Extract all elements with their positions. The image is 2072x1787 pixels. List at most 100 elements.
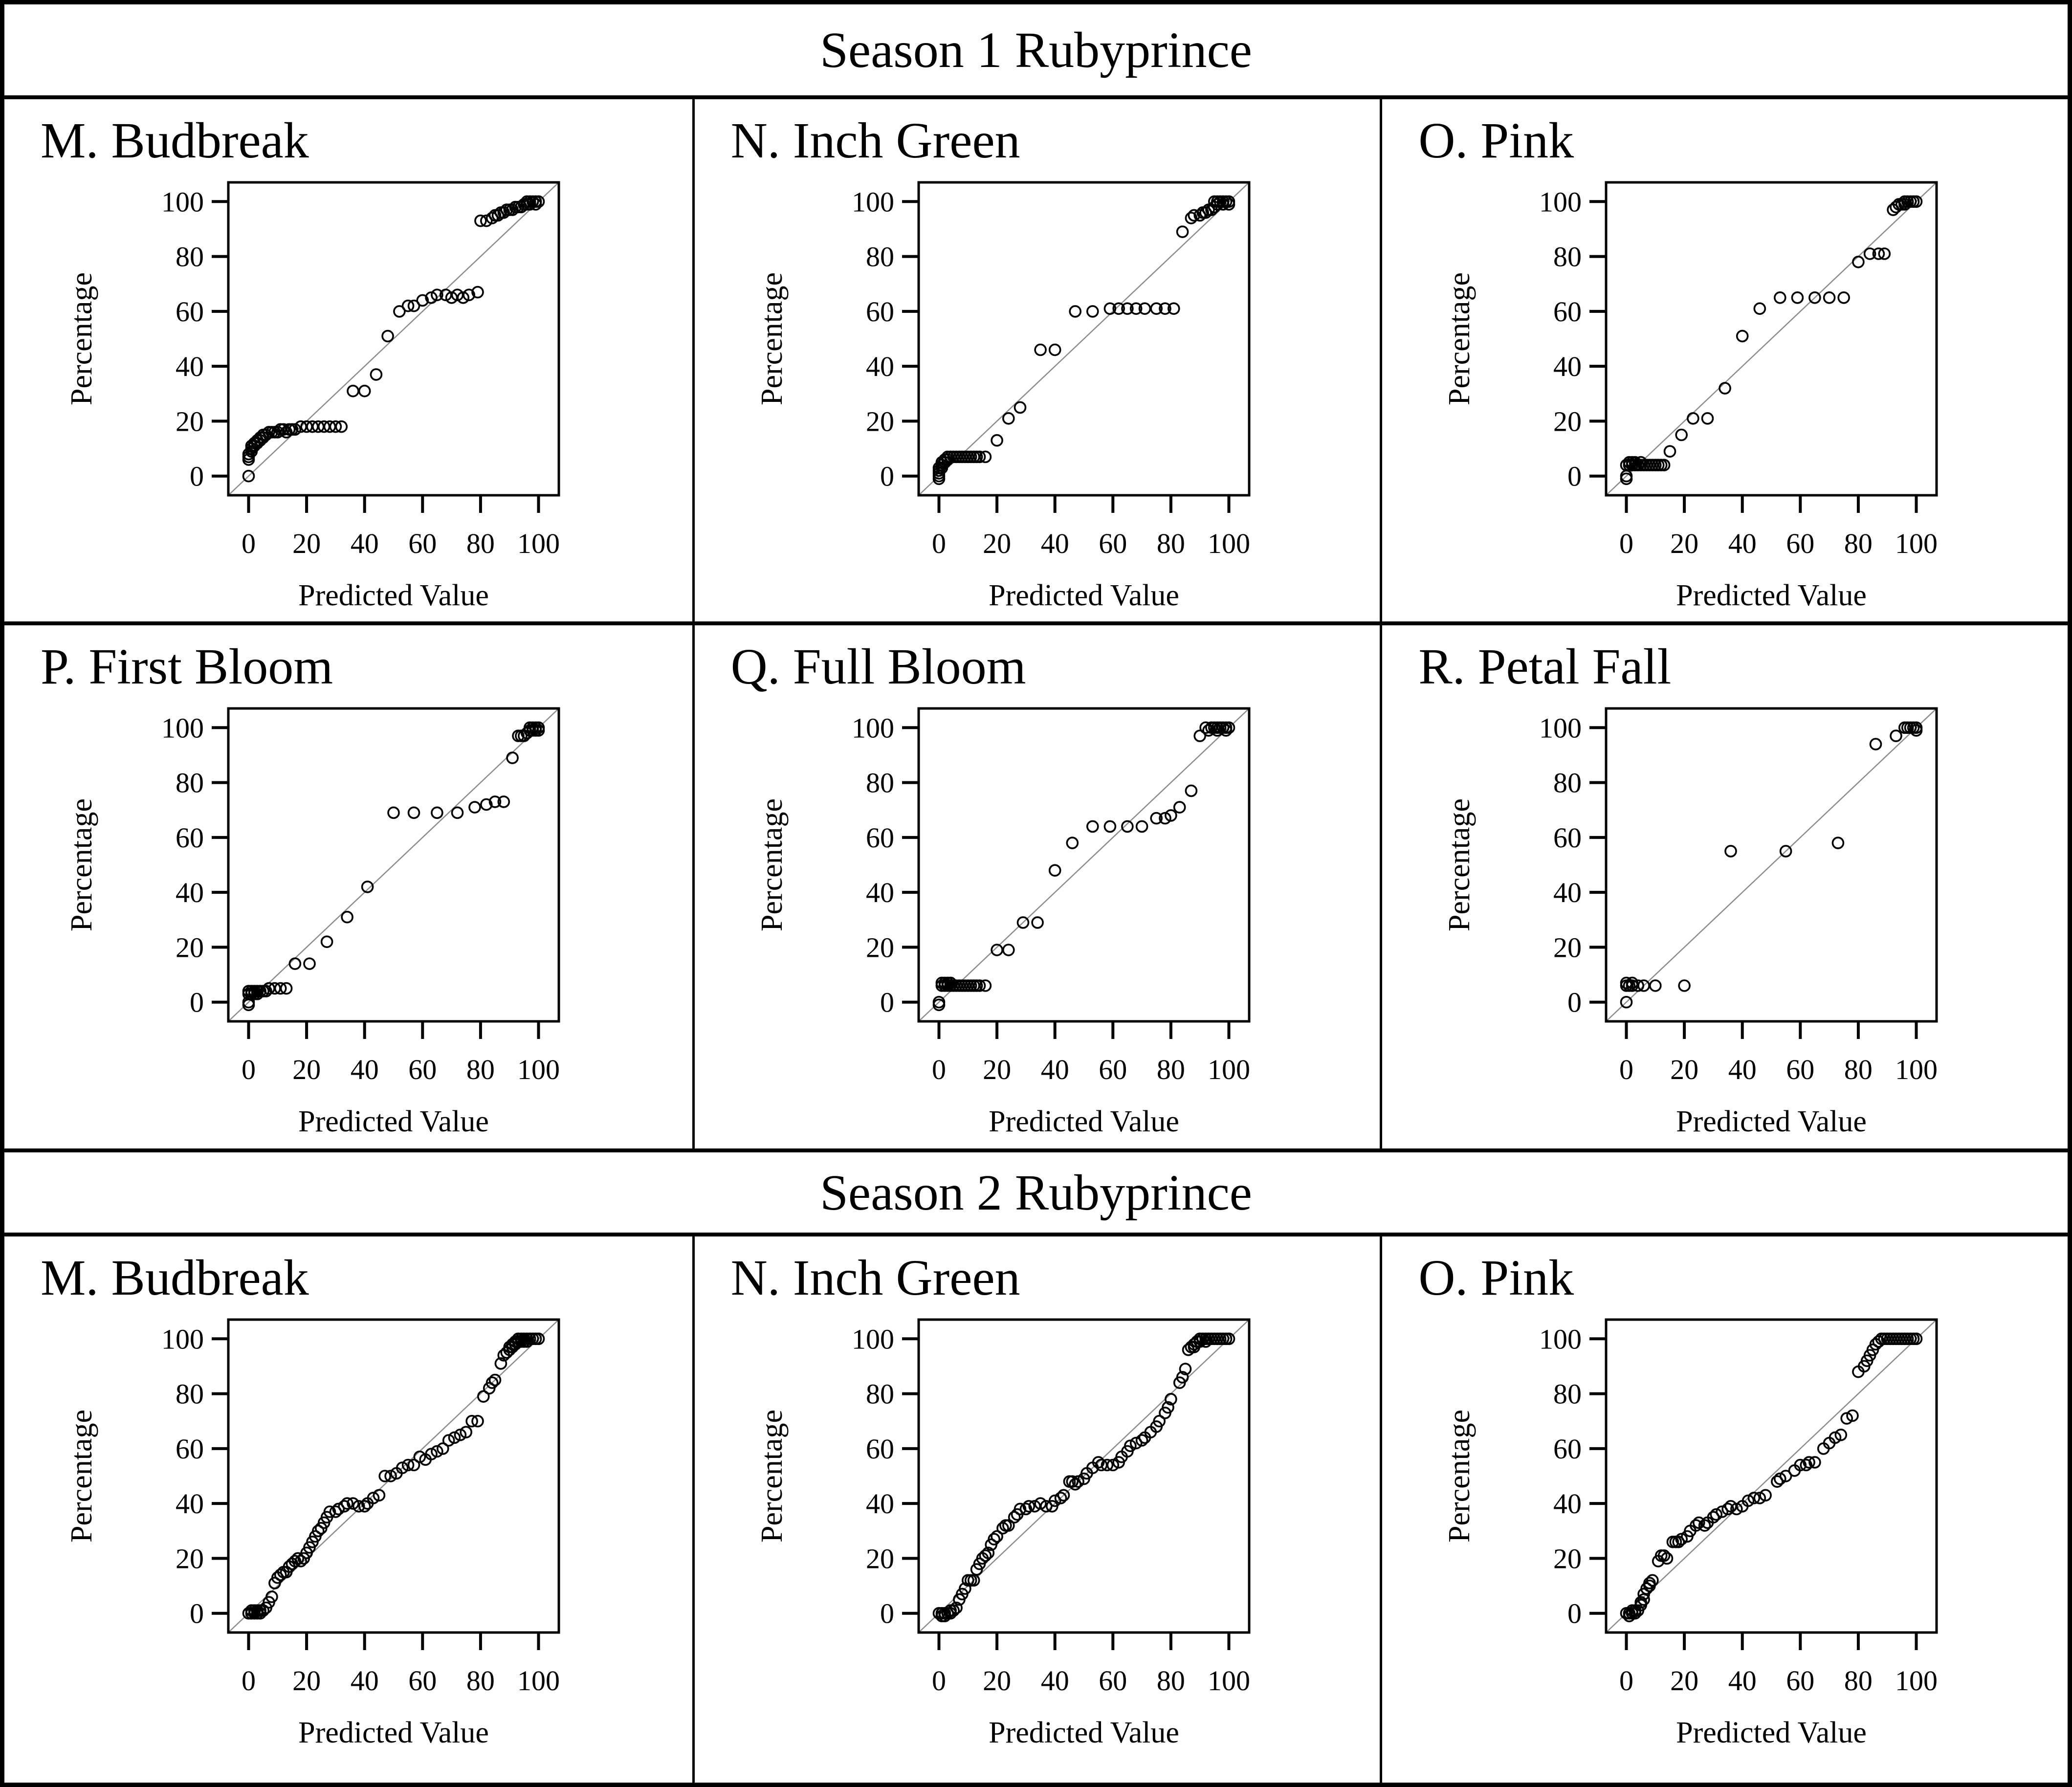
data-point [384, 1470, 397, 1483]
data-point [407, 806, 420, 819]
y-tick-label: 100 [1539, 712, 1582, 744]
data-point [1910, 195, 1923, 208]
data-point [1626, 976, 1639, 990]
data-point [358, 385, 371, 397]
data-point [982, 1546, 994, 1560]
data-point [506, 751, 519, 765]
data-point [1135, 820, 1148, 833]
data-point [1878, 247, 1891, 261]
data-point [1808, 291, 1822, 304]
data-point [1161, 1401, 1174, 1414]
data-point [488, 1374, 502, 1387]
data-point [416, 294, 429, 307]
data-point [463, 288, 476, 302]
data-point [1620, 976, 1633, 990]
y-tick-label: 0 [190, 987, 204, 1018]
data-point [1753, 302, 1766, 315]
panel-title: O. Pink [1418, 1250, 1574, 1306]
y-tick-label: 100 [852, 186, 894, 218]
data-point [1719, 382, 1732, 395]
data-point [1724, 845, 1738, 858]
data-point [497, 795, 510, 809]
data-point [335, 420, 348, 433]
x-tick-label: 100 [1895, 528, 1938, 559]
x-tick-label: 40 [1040, 1665, 1069, 1697]
x-tick-label: 40 [1728, 1054, 1757, 1085]
x-tick-label: 20 [983, 528, 1011, 559]
y-tick-label: 20 [1553, 1543, 1582, 1575]
data-point [361, 881, 374, 894]
data-point [471, 286, 484, 299]
x-tick-label: 80 [1157, 1054, 1185, 1085]
y-tick-label: 80 [176, 1378, 204, 1410]
data-point [457, 291, 470, 304]
x-axis-label: Predicted Value [1676, 1105, 1867, 1138]
data-point [1199, 206, 1212, 219]
y-tick-label: 40 [176, 877, 204, 909]
x-tick-label: 40 [351, 528, 379, 559]
data-point [396, 1461, 409, 1475]
y-tick-label: 40 [866, 1488, 894, 1520]
panel-s2-budbreak: M. Budbreak 0 20 40 60 80 100 0 20 40 60 80 100 Pred… [4, 1236, 692, 1783]
data-point [431, 288, 443, 302]
x-tick-label: 80 [1844, 1665, 1873, 1697]
plot-frame [1605, 707, 1938, 1023]
x-axis-label: Predicted Value [989, 579, 1179, 612]
scatter-plot-s1-first-bloom: 0 20 40 60 80 100 0 20 40 60 80 100 Predicted Value P… [65, 707, 560, 1138]
data-point [988, 1533, 1000, 1546]
data-point [1831, 837, 1845, 850]
y-tick-label: 80 [866, 1378, 894, 1410]
data-point [979, 450, 992, 463]
data-point [485, 1376, 499, 1390]
data-point [1150, 302, 1163, 315]
data-point [431, 806, 443, 819]
data-point [1193, 729, 1206, 743]
x-tick-label: 0 [242, 528, 256, 559]
data-point [265, 1590, 278, 1604]
x-axis-label: Predicted Value [298, 579, 489, 612]
section-header-season-2: Season 2 Rubyprince [4, 1148, 2068, 1236]
data-point [1048, 864, 1061, 877]
data-point [1222, 721, 1235, 734]
x-tick-label: 20 [1670, 1665, 1698, 1697]
data-point [1034, 344, 1047, 356]
data-point [393, 305, 406, 318]
data-point [1086, 820, 1099, 833]
x-tick-label: 0 [932, 528, 946, 559]
y-axis-label: Percentage [755, 798, 789, 931]
data-point [1701, 412, 1714, 425]
data-point [990, 434, 1003, 447]
data-point [932, 996, 945, 1009]
data-point [460, 1426, 473, 1439]
panel-title: Q. Full Bloom [730, 639, 1026, 695]
data-point [1780, 1470, 1792, 1483]
data-point [280, 982, 293, 995]
data-point [1631, 979, 1645, 993]
data-point [979, 1549, 992, 1562]
data-point [1106, 1459, 1119, 1472]
panel-s1-first-bloom: P. First Bloom 0 20 40 60 80 100 0 20 40 60 80 100 P… [4, 621, 692, 1148]
data-point [1840, 1412, 1853, 1425]
panel-s2-inch-green: N. Inch Green 0 20 40 60 80 100 0 20 40 60 80 100 Pr… [692, 1236, 1380, 1783]
data-point [373, 1489, 386, 1502]
data-point [332, 1502, 345, 1516]
data-point [260, 985, 272, 998]
data-point [288, 957, 302, 971]
data-point [274, 1568, 287, 1582]
y-tick-label: 80 [1553, 1378, 1582, 1410]
x-tick-label: 80 [466, 528, 495, 559]
data-point [1693, 1516, 1705, 1529]
y-tick-label: 0 [880, 987, 894, 1018]
y-tick-label: 80 [866, 241, 894, 273]
y-axis-label: Percentage [1443, 272, 1476, 405]
data-point [1193, 209, 1206, 222]
x-tick-label: 20 [292, 528, 321, 559]
scatter-plot-s1-budbreak: 0 20 40 60 80 100 0 20 40 60 80 100 Predicted Value P… [65, 181, 560, 612]
data-point [1794, 1459, 1807, 1472]
data-point [1759, 1489, 1772, 1502]
data-point [1054, 1492, 1067, 1505]
section-header-season-1: Season 1 Rubyprince [4, 4, 2068, 99]
x-tick-label: 60 [408, 528, 437, 559]
data-point [260, 429, 272, 441]
